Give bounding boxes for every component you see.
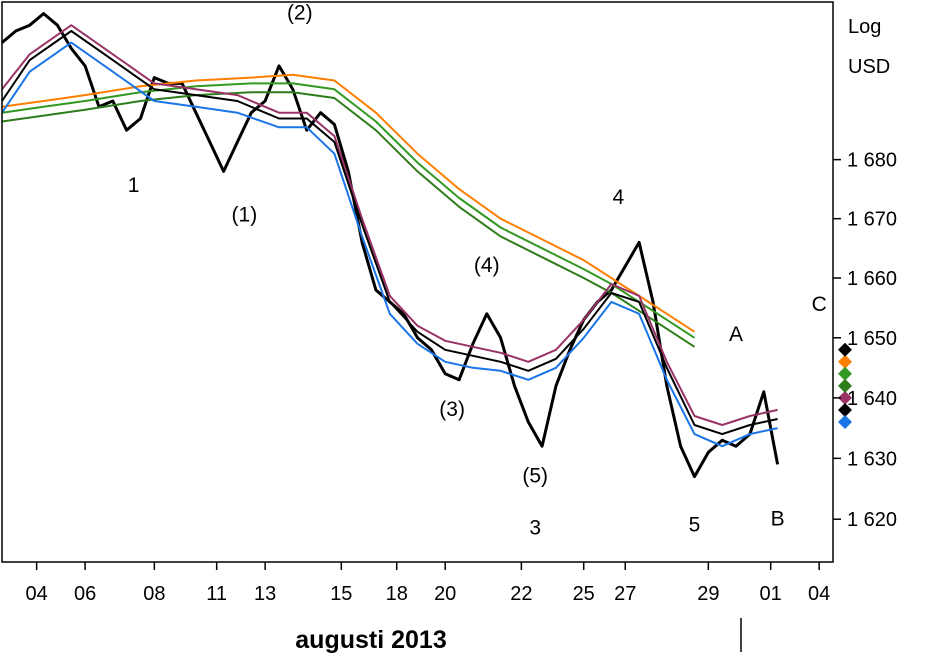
y-unit-line-1: Log: [848, 16, 881, 38]
series-line-purple: [1, 24, 778, 426]
y-tick-label: 1 620: [847, 509, 897, 531]
end-markers: [838, 342, 852, 430]
x-tick-label: 13: [254, 583, 276, 605]
y-tick-label: 1 680: [847, 150, 897, 172]
y-tick-label: 1 650: [847, 328, 897, 350]
end-marker-black_ma-5: [838, 342, 852, 357]
series-line-blue: [1, 41, 778, 448]
x-tick-label: 20: [434, 583, 456, 605]
x-tick-label: 25: [573, 583, 595, 605]
y-tick-label: 1 660: [847, 268, 897, 290]
x-tick-label: 01: [760, 583, 782, 605]
x-tick-label: 27: [614, 583, 636, 605]
end-marker-purple-0: [838, 390, 852, 405]
x-tick-label: 18: [386, 583, 408, 605]
end-marker-green-4: [838, 366, 852, 381]
series-line-orange: [1, 73, 696, 333]
x-tick-label: 04: [808, 583, 830, 605]
end-marker-black_ma-1: [838, 402, 852, 417]
end-marker-orange-3: [838, 354, 852, 369]
series-line-black_ma: [1, 30, 778, 436]
y-unit-line-2: USD: [848, 56, 890, 78]
wave-label: (1): [232, 204, 258, 227]
end-marker-blue-2: [838, 415, 852, 430]
x-tick-label: 08: [143, 583, 165, 605]
y-tick-label: 1 630: [847, 448, 897, 470]
wave-annotations: (2) 1 (1) (4) 4 (3) (5) 3 5 A B C: [128, 1, 827, 539]
wave-label: 3: [529, 516, 541, 539]
x-tick-label: 06: [74, 583, 96, 605]
x-tick-label: 29: [697, 583, 719, 605]
x-axis: 04 06 08 11 13 15 18 20 22 25 27 29 01 04: [26, 562, 830, 605]
wave-label: A: [729, 323, 743, 346]
wave-label: (5): [522, 465, 548, 488]
wave-label: 1: [128, 174, 140, 197]
series-line-darkgreen: [1, 91, 696, 348]
wave-label: (3): [439, 398, 465, 421]
wave-label: (2): [287, 1, 313, 24]
end-marker-darkgreen-6: [838, 378, 852, 393]
x-tick-label: 15: [330, 583, 352, 605]
x-tick-label: 04: [26, 583, 48, 605]
x-tick-label: 22: [510, 583, 532, 605]
wave-label: 4: [612, 186, 624, 209]
y-tick-label: 1 640: [847, 388, 897, 410]
wave-label: C: [812, 293, 827, 316]
wave-label: (4): [474, 254, 500, 277]
chart-title: augusti 2013: [295, 626, 446, 654]
y-tick-label: 1 670: [847, 209, 897, 231]
wave-label: B: [771, 507, 785, 530]
plot-frame: [1, 1, 834, 563]
wave-label: 5: [689, 513, 701, 536]
x-tick-label: 11: [206, 583, 227, 605]
y-axis: 1 620 1 630 1 640 1 650 1 660 1 670 1 680: [833, 150, 897, 531]
series-layer: [1, 12, 780, 479]
